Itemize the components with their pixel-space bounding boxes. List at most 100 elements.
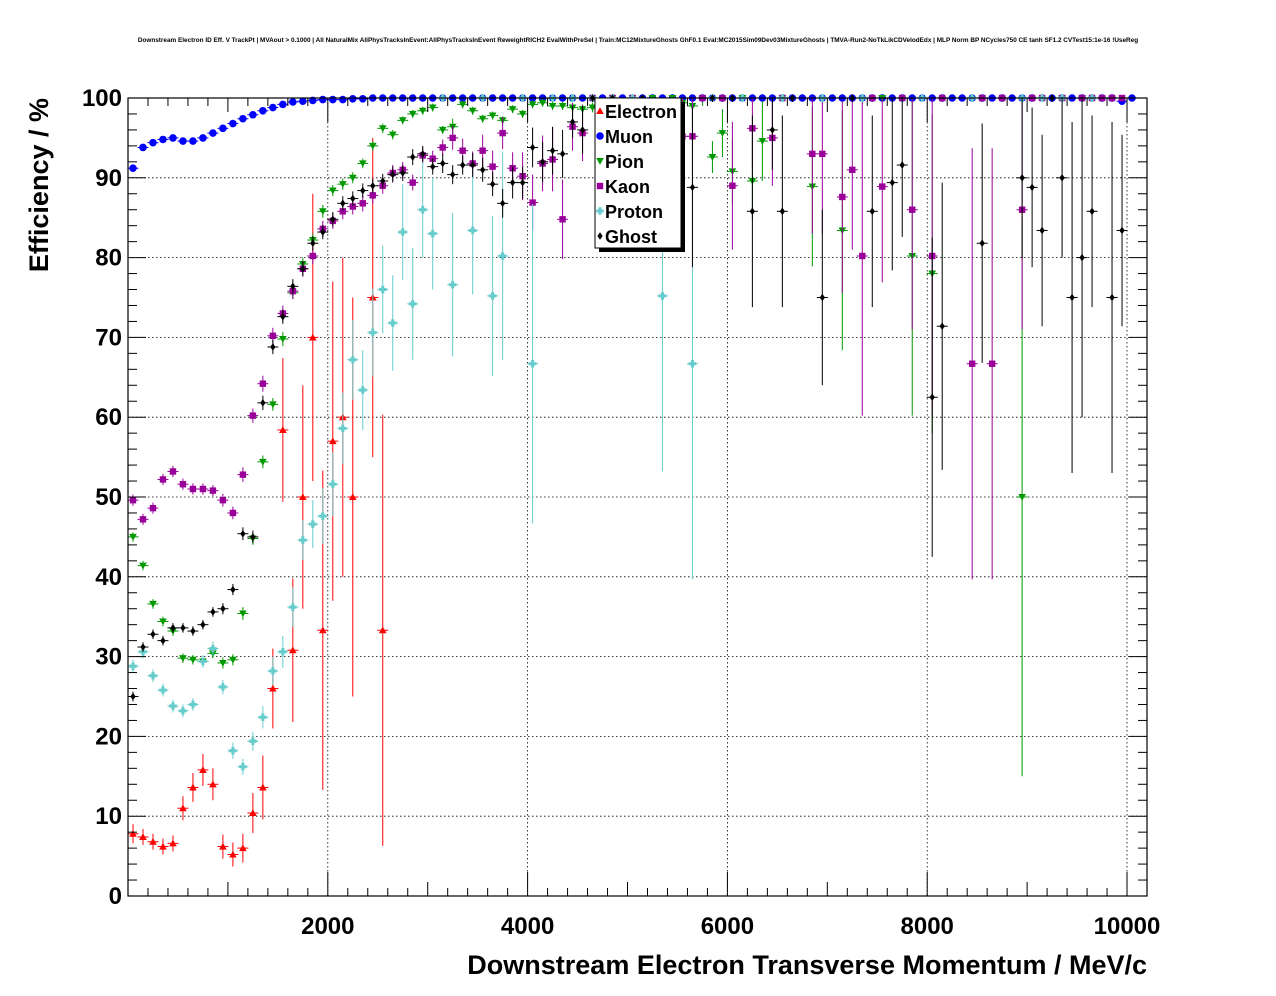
kaon-point: [479, 147, 486, 154]
kaon-point: [219, 496, 227, 504]
muon-point: [129, 164, 137, 173]
muon-point: [209, 129, 217, 137]
kaon-point: [859, 252, 866, 260]
proton-point: [348, 355, 357, 364]
electron-point: [179, 804, 187, 812]
proton-point: [189, 700, 197, 709]
proton-point: [319, 512, 327, 520]
kaon-point: [359, 200, 366, 207]
proton-point: [169, 702, 177, 710]
pion-point: [708, 154, 717, 161]
chart-title: Downstream Electron ID Eff. V TrackPt | …: [138, 37, 1138, 44]
x-tick-label: 6000: [701, 913, 754, 940]
muon-point: [319, 95, 327, 104]
proton-point: [209, 644, 217, 653]
legend-box: [594, 97, 682, 249]
ghost-point: [819, 293, 825, 302]
pion-point: [528, 101, 537, 109]
ghost-point: [340, 199, 346, 208]
proton-point: [249, 737, 257, 745]
ghost-point: [280, 312, 286, 321]
proton-point: [418, 205, 427, 214]
y-tick-label: 10: [95, 803, 122, 830]
kaon-point: [269, 332, 277, 340]
ghost-point: [479, 166, 486, 174]
legend-label-muon: Muon: [605, 127, 653, 147]
kaon-point: [988, 360, 996, 367]
muon-point: [338, 95, 347, 104]
kaon-point: [189, 485, 197, 493]
ghost-point: [260, 399, 266, 407]
ghost-point: [250, 533, 256, 541]
pion-point: [338, 181, 347, 188]
electron-point: [149, 837, 157, 845]
proton-point: [328, 480, 337, 489]
kaon-point: [349, 203, 356, 210]
pion-point: [219, 659, 227, 667]
proton-point: [338, 424, 347, 433]
proton-point: [179, 707, 187, 715]
ghost-point: [689, 183, 696, 192]
ghost-point: [360, 186, 366, 195]
proton-point: [259, 713, 267, 722]
kaon-point: [339, 208, 346, 215]
muon-point: [239, 114, 247, 123]
ghost-point: [529, 143, 536, 152]
electron-point: [348, 493, 357, 501]
pion-point: [1018, 493, 1026, 501]
ghost-point: [509, 178, 516, 187]
pion-point: [438, 126, 447, 134]
ghost-point: [400, 169, 406, 177]
ghost-point: [160, 636, 166, 645]
kaon-point: [459, 147, 466, 154]
kaon-point: [529, 199, 536, 206]
pion-point: [368, 142, 377, 150]
electron-point: [319, 626, 327, 634]
ghost-point: [240, 529, 246, 538]
proton-point: [129, 662, 137, 670]
y-tick-label: 0: [109, 883, 122, 910]
pion-point: [328, 187, 337, 195]
ghost-point: [499, 199, 506, 208]
pion-point: [428, 104, 437, 112]
y-tick-label: 90: [95, 165, 122, 192]
ghost-point: [1019, 174, 1025, 182]
x-axis-title: Downstream Electron Transverse Momentum …: [467, 950, 1147, 980]
ghost-point: [350, 194, 356, 203]
ghost-point: [470, 161, 476, 169]
x-tick-label: 10000: [1094, 913, 1161, 940]
muon-point: [328, 95, 337, 104]
y-tick-label: 100: [82, 85, 122, 112]
muon-point: [229, 119, 237, 128]
proton-point: [229, 746, 237, 755]
pion-point: [149, 600, 157, 608]
proton-point: [289, 603, 297, 611]
muon-point: [259, 106, 267, 115]
pion-point: [269, 401, 277, 409]
ghost-point: [519, 178, 526, 187]
ghost-point: [1069, 293, 1075, 302]
muon-point: [358, 94, 367, 103]
electron-point: [239, 844, 247, 852]
legend-marker-ghost: [597, 232, 603, 240]
muon-point: [279, 100, 287, 109]
ghost-point: [549, 146, 556, 155]
ghost-point: [1119, 226, 1125, 235]
pion-point: [189, 656, 197, 664]
muon-point: [299, 97, 307, 105]
electron-point: [169, 839, 177, 847]
kaon-point: [879, 183, 886, 190]
ghost-point: [579, 126, 586, 134]
x-tick-label: 8000: [901, 913, 954, 940]
proton-point: [658, 292, 667, 300]
ghost-point: [869, 207, 875, 216]
kaon-point: [199, 485, 207, 493]
ghost-point: [230, 585, 236, 594]
muon-point: [348, 94, 357, 103]
electron-point: [199, 766, 207, 773]
ghost-point: [180, 624, 186, 632]
ghost-point: [140, 643, 146, 651]
legend-marker-pion: [596, 157, 604, 165]
kaon-point: [209, 487, 217, 494]
electron-point: [159, 842, 167, 850]
